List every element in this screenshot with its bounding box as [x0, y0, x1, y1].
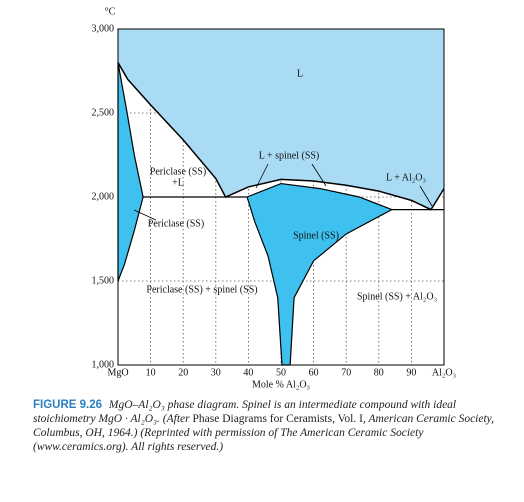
label-pointer: [255, 163, 269, 189]
x-tick-label: MgO: [107, 367, 128, 378]
x-tick-label: 90: [406, 367, 416, 378]
y-tick-label: 3,000: [92, 23, 115, 34]
caption-text: , American Ceramic Society, Columbus, OH…: [33, 413, 495, 453]
x-tick-label: 60: [309, 367, 319, 378]
phase-region: [246, 182, 394, 366]
y-tick-label: 1,500: [92, 275, 115, 286]
label-pointer: [311, 163, 327, 187]
phase-region: [117, 62, 144, 282]
x-tick-label: 30: [211, 367, 221, 378]
chart: °C Mole % Al₂O₃ 1,000 1,500 2,000 2,500 3,00…: [92, 6, 457, 390]
y-tick-label: 2,000: [92, 191, 115, 202]
x-tick-label: 20: [178, 367, 188, 378]
plot-frame: [117, 28, 445, 366]
region-label: L + spinel (SS): [259, 150, 320, 161]
y-tick-label: 2,500: [92, 107, 115, 118]
x-tick-label: 80: [374, 367, 384, 378]
label-pointer: [133, 209, 157, 221]
caption-text: Phase Diagrams for Ceramists, Vol. I: [192, 413, 363, 425]
phase-region: [118, 29, 444, 210]
caption-label: FIGURE 9.26: [33, 399, 103, 411]
x-tick-label: 10: [146, 367, 156, 378]
x-tick-label: 50: [276, 367, 286, 378]
region-label: L + Al₂O₃: [386, 172, 426, 183]
x-tick-label: Al₂O₃: [432, 367, 456, 378]
region-label: Periclase (SS): [150, 166, 206, 177]
region-label: Spinel (SS) + Al₂O₃: [357, 291, 437, 302]
caption: FIGURE 9.26 MgO–Al₂O₃ phase diagram. Spi…: [33, 398, 505, 454]
x-axis-label: Mole % Al₂O₃: [252, 379, 310, 390]
region-label: Periclase (SS): [148, 218, 204, 229]
liquidus: [117, 62, 445, 211]
x-tick-label: 40: [243, 367, 253, 378]
y-tick-label: 1,000: [92, 359, 115, 370]
region-label: L: [297, 68, 303, 79]
region-label: +L: [172, 177, 184, 188]
region-label: Spinel (SS): [293, 230, 339, 241]
region-label: Periclase (SS) + spinel (SS): [146, 284, 257, 295]
caption-text: MgO–Al₂O₃ phase diagram. Spinel is an in…: [33, 399, 457, 425]
x-tick-label: 70: [341, 367, 351, 378]
y-unit: °C: [105, 6, 116, 17]
label-pointer: [419, 185, 433, 207]
